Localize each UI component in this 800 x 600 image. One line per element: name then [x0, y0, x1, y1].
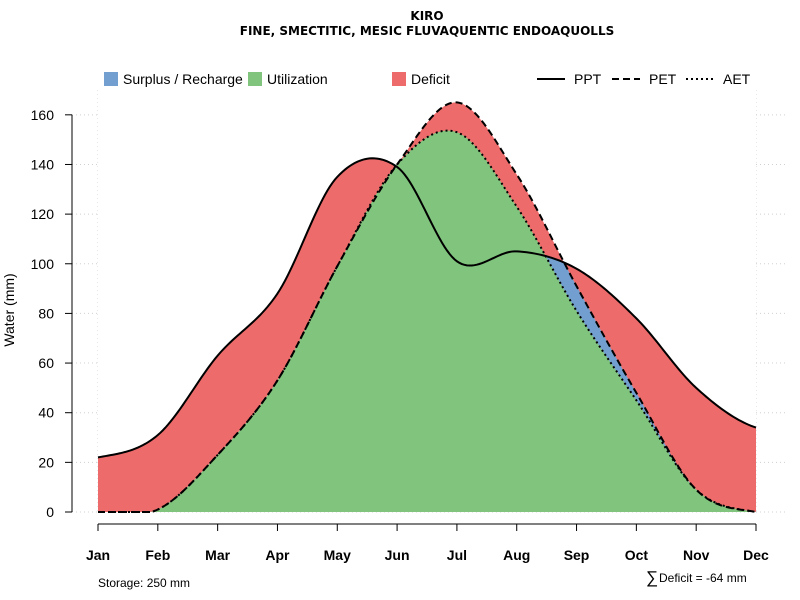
- legend-label-aet: AET: [723, 71, 751, 87]
- storage-note: Storage: 250 mm: [98, 576, 190, 590]
- line-pet: [97, 101, 757, 513]
- sigma-icon: ∑: [646, 568, 658, 587]
- legend-label-deficit: Deficit: [411, 71, 450, 87]
- chart-subtitle: FINE, SMECTITIC, MESIC FLUVAQUENTIC ENDO…: [240, 24, 615, 38]
- y-tick-label: 160: [31, 107, 55, 123]
- axes: 0 20 40 60 80 100 120 140 160 Jan Feb Mar Apr May Jun J…: [31, 107, 769, 563]
- y-tick-label: 120: [31, 206, 55, 222]
- legend-swatch-surplus: [104, 72, 118, 86]
- deficit-note: Deficit = -64 mm: [659, 571, 747, 585]
- chart-title: KIRO: [410, 9, 443, 23]
- x-tick-label: Jan: [86, 547, 110, 563]
- x-tick-label: Sep: [564, 547, 590, 563]
- utilization-area: [98, 130, 756, 512]
- legend-swatch-deficit: [392, 72, 406, 86]
- legend: Surplus / Recharge Utilization Deficit P…: [104, 71, 751, 87]
- x-tick-label: Jun: [385, 547, 410, 563]
- y-tick-label: 100: [31, 256, 55, 272]
- x-tick-label: May: [324, 547, 351, 563]
- y-tick-label: 20: [38, 454, 54, 470]
- y-tick-label: 140: [31, 156, 55, 172]
- x-tick-label: Mar: [205, 547, 230, 563]
- y-tick-label: 80: [38, 305, 54, 321]
- area-fills: [98, 40, 756, 513]
- legend-label-pet: PET: [649, 71, 677, 87]
- x-tick-label: Jul: [447, 547, 467, 563]
- y-tick-label: 60: [38, 355, 54, 371]
- legend-label-surplus: Surplus / Recharge: [123, 71, 243, 87]
- x-tick-label: Oct: [625, 547, 649, 563]
- x-tick-label: Aug: [503, 547, 530, 563]
- x-tick-label: Nov: [683, 547, 710, 563]
- above-area-mask: [98, 40, 756, 458]
- y-tick-label: 40: [38, 405, 54, 421]
- legend-label-ppt: PPT: [574, 71, 602, 87]
- line-ppt: [97, 157, 757, 459]
- legend-swatch-utilization: [248, 72, 262, 86]
- x-tick-label: Apr: [265, 547, 290, 563]
- y-tick-label: 0: [46, 504, 54, 520]
- x-tick-label: Dec: [743, 547, 769, 563]
- series-lines: [97, 101, 757, 513]
- y-axis-title: Water (mm): [1, 273, 17, 346]
- legend-label-utilization: Utilization: [267, 71, 328, 87]
- x-tick-label: Feb: [145, 547, 170, 563]
